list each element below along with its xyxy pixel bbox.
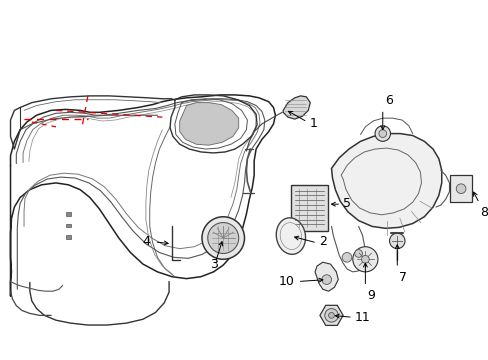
Polygon shape: [331, 134, 441, 228]
Circle shape: [202, 217, 244, 259]
Circle shape: [354, 249, 362, 257]
Circle shape: [378, 130, 386, 138]
FancyBboxPatch shape: [449, 175, 471, 202]
Text: 11: 11: [354, 311, 370, 324]
Circle shape: [342, 252, 351, 262]
Text: 9: 9: [366, 289, 374, 302]
Bar: [65, 224, 71, 228]
Text: 6: 6: [384, 94, 392, 107]
Circle shape: [361, 255, 368, 263]
Polygon shape: [180, 103, 238, 145]
Circle shape: [321, 275, 331, 284]
Bar: [65, 235, 71, 239]
Circle shape: [352, 247, 377, 272]
Polygon shape: [319, 305, 343, 325]
Text: 8: 8: [479, 206, 488, 219]
Ellipse shape: [276, 218, 305, 255]
Circle shape: [324, 309, 338, 322]
Bar: [65, 212, 71, 216]
Text: 7: 7: [398, 271, 407, 284]
Text: 10: 10: [278, 275, 294, 288]
Circle shape: [328, 312, 334, 318]
Circle shape: [207, 222, 238, 253]
Text: 3: 3: [209, 258, 217, 271]
Text: 4: 4: [142, 235, 150, 248]
Circle shape: [374, 126, 390, 141]
Circle shape: [455, 184, 465, 194]
Text: 5: 5: [343, 197, 350, 210]
Text: 1: 1: [308, 117, 317, 130]
Polygon shape: [283, 96, 309, 119]
Circle shape: [389, 233, 404, 249]
Text: 2: 2: [318, 235, 326, 248]
Polygon shape: [314, 262, 338, 291]
FancyBboxPatch shape: [290, 185, 327, 231]
